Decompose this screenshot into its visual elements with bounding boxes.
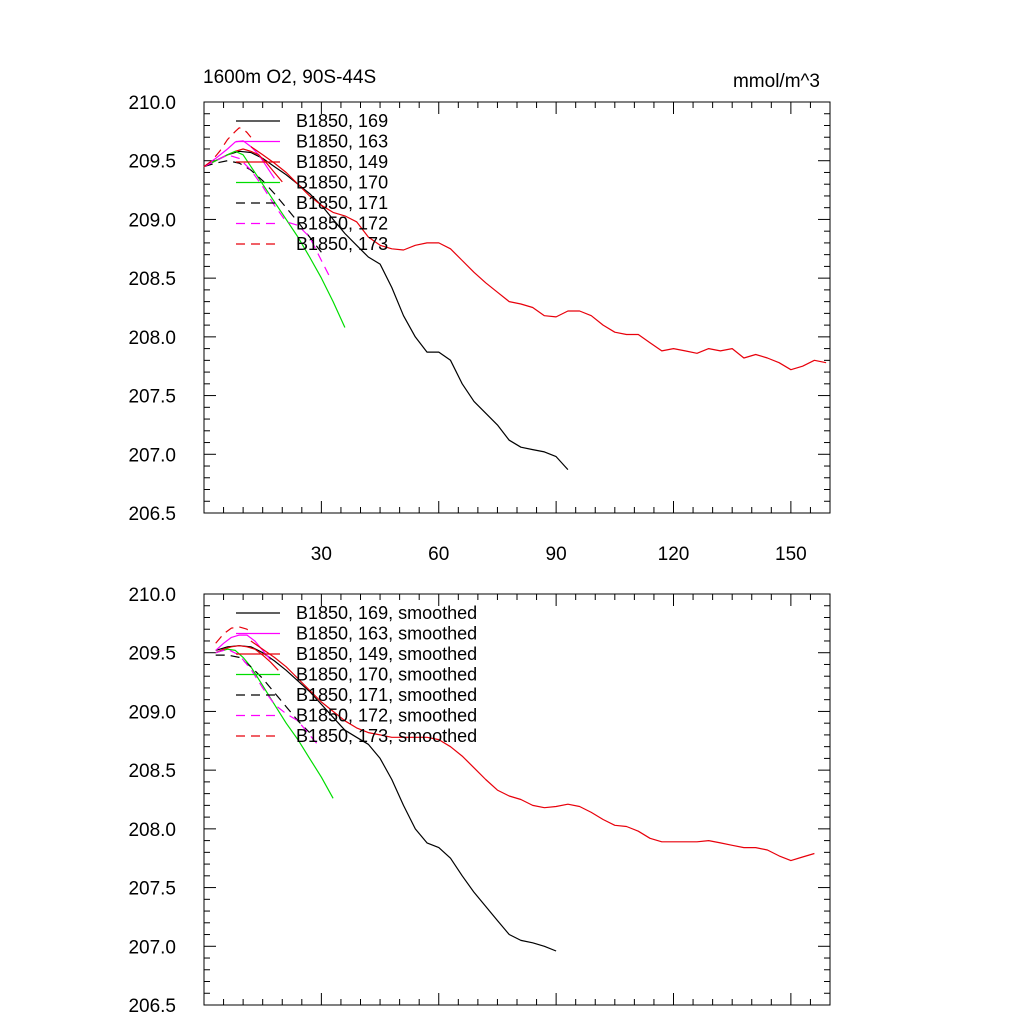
y-tick-label: 206.5: [128, 504, 176, 525]
y-tick-label: 207.5: [128, 879, 176, 900]
series-line: [250, 640, 815, 862]
legend-label: B1850, 149, smoothed: [296, 644, 477, 664]
y-tick-label: 209.0: [128, 702, 176, 723]
y-tick-label: 210.0: [128, 585, 176, 606]
axis-ticks: [204, 101, 830, 514]
y-tick-label: 210.0: [128, 93, 176, 114]
series-line: [203, 160, 322, 253]
series-lines: [215, 626, 815, 952]
y-tick-label: 208.0: [128, 328, 176, 349]
legend-label: B1850, 170: [296, 173, 388, 193]
series-line: [215, 645, 557, 952]
x-tick-label: 150: [775, 544, 807, 565]
x-tick-label: 120: [658, 544, 690, 565]
y-tick-label: 209.5: [128, 644, 176, 665]
legend-label: B1850, 173, smoothed: [296, 726, 477, 746]
legend-label: B1850, 170, smoothed: [296, 665, 477, 685]
series-line: [215, 654, 311, 734]
series-line: [203, 154, 330, 277]
axis-ticks: [204, 593, 830, 1006]
y-tick-labels: 206.5 207.0 207.5 208.0 208.5 209.0 209.5 210.0: [128, 93, 176, 525]
legend-label: B1850, 163: [296, 132, 388, 152]
legend-label: B1850, 169: [296, 111, 388, 131]
y-tick-label: 207.0: [128, 937, 176, 958]
series-line: [203, 148, 283, 183]
y-tick-label: 209.0: [128, 210, 176, 231]
series-lines: [203, 127, 827, 471]
y-tick-labels: 206.5 207.0 207.5 208.0 208.5 209.0 209.5 210.0: [128, 585, 176, 1017]
series-line: [250, 146, 827, 371]
x-tick-label: 90: [546, 544, 567, 565]
series-line: [215, 645, 279, 671]
x-tick-label: 30: [311, 544, 332, 565]
series-line: [203, 150, 346, 328]
series-line: [215, 648, 318, 745]
legend-label: B1850, 163, smoothed: [296, 624, 477, 644]
series-line: [203, 127, 252, 168]
legend-label: B1850, 171, smoothed: [296, 685, 477, 705]
bottom-panel: 206.5 207.0 207.5 208.0 208.5 209.0 209.5 210.0…: [128, 585, 831, 1017]
series-line: [203, 140, 275, 179]
legend-label: B1850, 169, smoothed: [296, 603, 477, 623]
legend-label: B1850, 173: [296, 234, 388, 254]
legend-label: B1850, 172: [296, 214, 388, 234]
legend-label: B1850, 149: [296, 152, 388, 172]
panel-title: 1600m O2, 90S-44S: [203, 67, 376, 88]
y-tick-label: 209.5: [128, 152, 176, 173]
y-tick-label: 207.5: [128, 387, 176, 408]
y-tick-label: 208.5: [128, 761, 176, 782]
y-tick-label: 207.0: [128, 445, 176, 466]
legend-label: B1850, 171: [296, 193, 388, 213]
series-line: [203, 150, 569, 471]
y-tick-label: 208.5: [128, 269, 176, 290]
x-tick-labels: 30 60 90 120 150: [311, 544, 807, 565]
legend-label: B1850, 172, smoothed: [296, 706, 477, 726]
y-tick-label: 206.5: [128, 996, 176, 1017]
units-label: mmol/m^3: [733, 71, 820, 92]
y-tick-label: 208.0: [128, 820, 176, 841]
x-tick-label: 60: [428, 544, 449, 565]
top-panel: 1600m O2, 90S-44S mmol/m^3 206.5 207.0 207…: [128, 67, 831, 565]
